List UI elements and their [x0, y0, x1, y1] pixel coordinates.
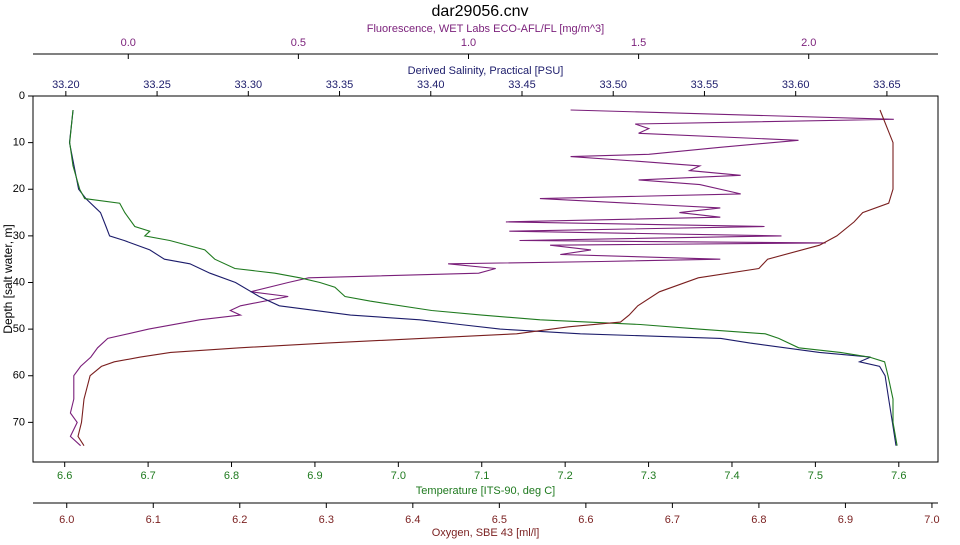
x-tick-label: 0.0 [121, 37, 136, 49]
x-tick-label: 6.4 [405, 514, 420, 526]
x-tick-label: 6.6 [578, 514, 593, 526]
y-tick-label: 0 [19, 90, 25, 102]
x-axis-label: Temperature [ITS-90, deg C] [416, 485, 555, 497]
y-tick-label: 60 [13, 370, 25, 382]
x-tick-label: 33.35 [326, 79, 354, 91]
x-tick-label: 33.25 [143, 79, 171, 91]
x-tick-label: 33.55 [691, 79, 719, 91]
x-tick-label: 6.5 [492, 514, 507, 526]
x-tick-label: 7.5 [808, 470, 823, 482]
x-tick-label: 33.45 [508, 79, 536, 91]
x-axis-label: Oxygen, SBE 43 [ml/l] [432, 527, 540, 539]
x-tick-label: 7.0 [391, 470, 406, 482]
profile-line [69, 109, 898, 446]
y-axis-label: Depth [salt water, m] [1, 224, 15, 333]
x-tick-label: 6.8 [224, 470, 239, 482]
x-tick-label: 6.9 [838, 514, 853, 526]
x-tick-label: 6.8 [751, 514, 766, 526]
x-tick-label: 0.5 [291, 37, 306, 49]
x-tick-label: 33.50 [599, 79, 627, 91]
x-tick-label: 7.6 [891, 470, 906, 482]
x-tick-label: 1.0 [461, 37, 476, 49]
y-tick-label: 30 [13, 230, 25, 242]
x-axis-label: Fluorescence, WET Labs ECO-AFL/FL [mg/m^… [367, 23, 604, 35]
y-tick-label: 50 [13, 323, 25, 335]
x-tick-label: 33.30 [235, 79, 263, 91]
profile-line [77, 109, 894, 446]
y-tick-label: 40 [13, 276, 25, 288]
y-tick-label: 70 [13, 416, 25, 428]
x-tick-label: 7.1 [474, 470, 489, 482]
x-tick-label: 33.65 [873, 79, 901, 91]
x-tick-label: 6.6 [57, 470, 72, 482]
profile-line [68, 109, 897, 446]
x-tick-label: 7.4 [724, 470, 739, 482]
x-tick-label: 6.1 [146, 514, 161, 526]
x-tick-label: 2.0 [801, 37, 816, 49]
x-tick-label: 6.3 [319, 514, 334, 526]
x-tick-label: 7.3 [641, 470, 656, 482]
x-tick-label: 1.5 [631, 37, 646, 49]
y-tick-label: 10 [13, 137, 25, 149]
x-tick-label: 7.2 [558, 470, 573, 482]
x-tick-label: 6.2 [232, 514, 247, 526]
x-axis-label: Derived Salinity, Practical [PSU] [408, 65, 564, 77]
x-tick-label: 6.9 [307, 470, 322, 482]
x-tick-label: 6.7 [140, 470, 155, 482]
x-tick-label: 6.0 [59, 514, 74, 526]
chart-title: dar29056.cnv [432, 3, 529, 20]
x-tick-label: 33.60 [782, 79, 810, 91]
y-tick-label: 20 [13, 183, 25, 195]
x-tick-label: 33.20 [52, 79, 80, 91]
x-tick-label: 33.40 [417, 79, 445, 91]
x-tick-label: 6.7 [665, 514, 680, 526]
x-tick-label: 7.0 [924, 514, 939, 526]
profile-line [69, 109, 894, 447]
